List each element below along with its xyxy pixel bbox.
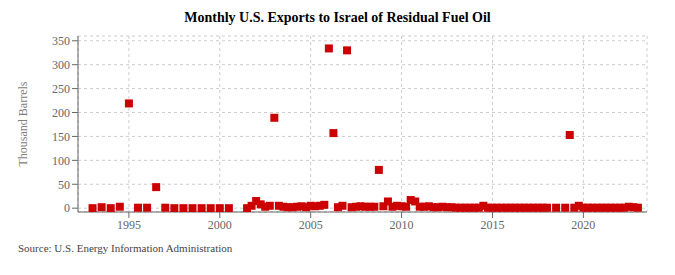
svg-text:200: 200 — [52, 106, 70, 120]
svg-text:350: 350 — [52, 34, 70, 48]
svg-text:150: 150 — [52, 130, 70, 144]
svg-text:300: 300 — [52, 58, 70, 72]
html-text:Source: U.S. Energy Informatio: Source: U.S. Energy Information Administ… — [18, 242, 233, 254]
svg-text:2005: 2005 — [299, 218, 323, 232]
svg-text:250: 250 — [52, 82, 70, 96]
svg-text:50: 50 — [58, 178, 70, 192]
svg-text:100: 100 — [52, 154, 70, 168]
svg-text:2020: 2020 — [571, 218, 595, 232]
svg-text:0: 0 — [64, 201, 70, 215]
svg-text:1995: 1995 — [117, 218, 141, 232]
svg-text:2000: 2000 — [208, 218, 232, 232]
svg-text:2015: 2015 — [480, 218, 504, 232]
svg-text:2010: 2010 — [390, 218, 414, 232]
svg-text:Thousand Barrels: Thousand Barrels — [16, 81, 30, 166]
html-text:Monthly U.S. Exports to Israel: Monthly U.S. Exports to Israel of Residu… — [184, 10, 491, 25]
